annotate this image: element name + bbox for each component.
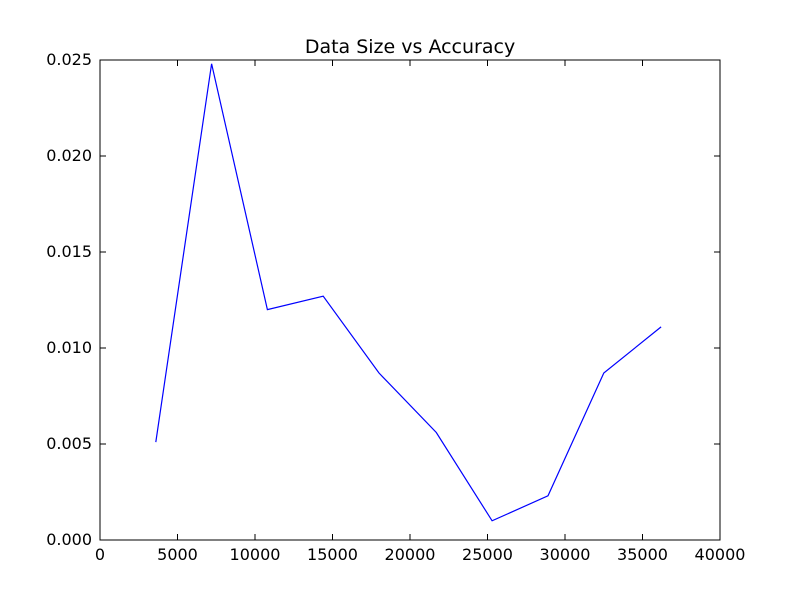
- y-tick-label: 0.020: [46, 146, 92, 165]
- x-tick-label: 35000: [617, 545, 668, 564]
- ticks-layer: 0 5000 10000 15000 20000 25000 30000 35000 40000…: [46, 50, 745, 564]
- x-tick-label: 25000: [462, 545, 513, 564]
- y-tick-label: 0.000: [46, 530, 92, 549]
- plot-frame: [99, 59, 721, 541]
- series-layer: [155, 63, 662, 522]
- x-tick-label: 40000: [695, 545, 746, 564]
- y-tick-label: 0.015: [46, 242, 92, 261]
- chart-title: Data Size vs Accuracy: [305, 36, 515, 58]
- x-tick-label: 10000: [230, 545, 281, 564]
- y-tick-label: 0.010: [46, 338, 92, 357]
- x-tick-label: 20000: [385, 545, 436, 564]
- x-tick-label: 5000: [157, 545, 198, 564]
- y-tick-label: 0.025: [46, 50, 92, 69]
- series-line: [155, 63, 662, 522]
- x-tick-label: 0: [95, 545, 105, 564]
- x-tick-label: 15000: [307, 545, 358, 564]
- x-tick-label: 30000: [540, 545, 591, 564]
- y-tick-label: 0.005: [46, 434, 92, 453]
